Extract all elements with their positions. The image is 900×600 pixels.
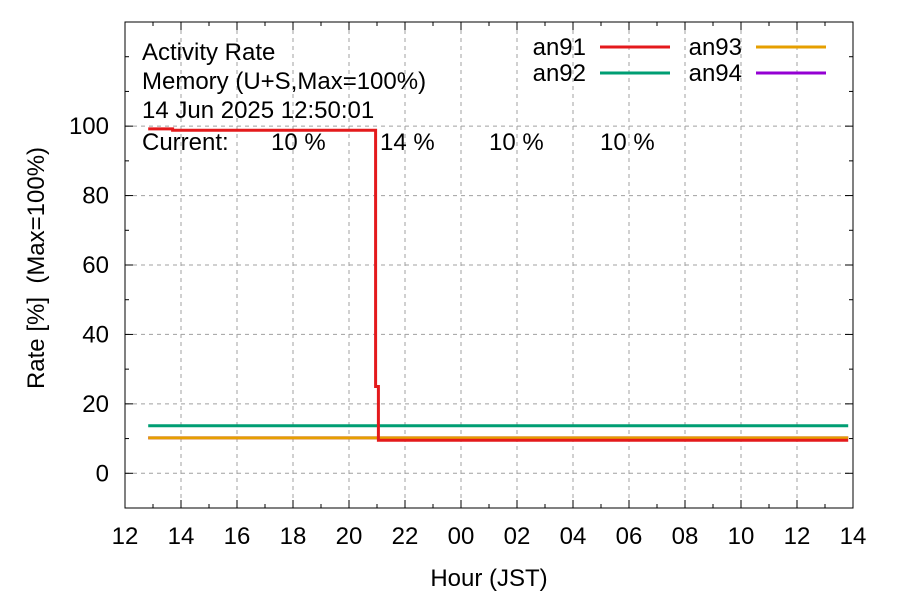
legend-label-an93: an93 <box>689 34 742 61</box>
y-tick-label: 0 <box>96 460 109 487</box>
x-tick-label: 06 <box>616 523 643 550</box>
y-tick-label: 20 <box>82 391 109 418</box>
x-axis-label: Hour (JST) <box>430 565 547 592</box>
y-tick-label: 80 <box>82 183 109 210</box>
legend-label-an91: an91 <box>533 34 586 61</box>
legend-label-an92: an92 <box>533 60 586 87</box>
chart-title: Activity Rate <box>142 39 275 66</box>
x-tick-label: 16 <box>224 523 251 550</box>
current-value-an94: 10 % <box>600 129 655 156</box>
x-tick-label: 12 <box>784 523 811 550</box>
current-value-an92: 14 % <box>380 129 435 156</box>
y-tick-label: 100 <box>69 113 109 140</box>
chart-subtitle: Memory (U+S,Max=100%) <box>142 68 426 95</box>
x-tick-label: 04 <box>560 523 587 550</box>
y-tick-label: 40 <box>82 321 109 348</box>
x-tick-label: 20 <box>336 523 363 550</box>
x-tick-label: 08 <box>672 523 699 550</box>
x-tick-label: 10 <box>728 523 755 550</box>
x-tick-label: 00 <box>448 523 475 550</box>
grid-lines <box>125 22 853 508</box>
x-tick-label: 14 <box>168 523 195 550</box>
x-tick-label: 02 <box>504 523 531 550</box>
axis-ticks: 12 14 16 18 20 22 00 02 04 06 08 10 12 14 0 20 40 60 80 100 <box>69 21 867 550</box>
current-label: Current: <box>142 129 229 156</box>
series-line-an91 <box>148 127 849 442</box>
x-tick-label: 18 <box>280 523 307 550</box>
y-axis-label: Rate [%] (Max=100%) <box>23 147 50 389</box>
x-tick-label: 22 <box>392 523 419 550</box>
legend-label-an94: an94 <box>689 60 742 87</box>
current-value-an93: 10 % <box>489 129 544 156</box>
x-tick-label: 12 <box>112 523 139 550</box>
legend: an91 an92 an93 an94 <box>533 34 826 87</box>
chart-timestamp: 14 Jun 2025 12:50:01 <box>142 97 374 124</box>
x-tick-label: 14 <box>840 523 867 550</box>
current-value-an91: 10 % <box>271 129 326 156</box>
series-lines <box>148 127 849 442</box>
y-tick-label: 60 <box>82 252 109 279</box>
